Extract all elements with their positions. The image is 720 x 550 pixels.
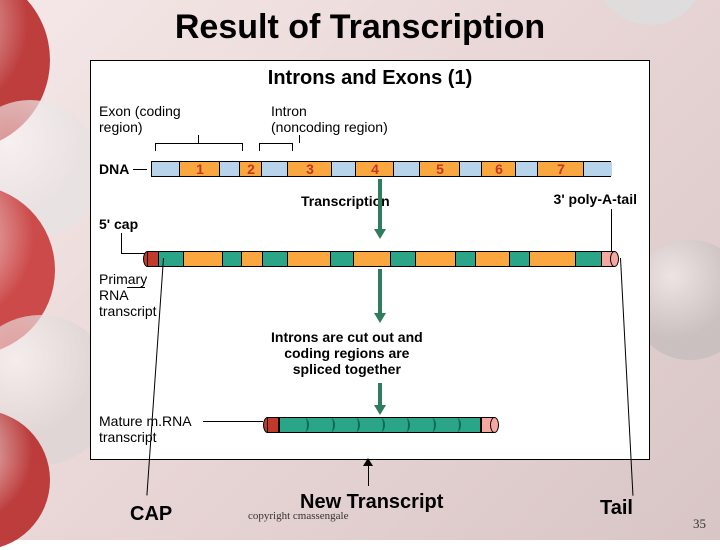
dna-leader [133,169,147,170]
label-dna: DNA [99,161,129,177]
exon-bracket [155,143,243,151]
primary-leader [127,287,145,288]
page-number: 35 [693,516,706,532]
splice-arrow-head [374,313,386,323]
diagram-title: Introns and Exons (1) [91,67,649,90]
splice2-arrow-head [374,405,386,415]
label-exon: Exon (coding region) [99,103,181,135]
splice-arrow-stem [378,269,382,313]
page-title: Result of Transcription [0,8,720,47]
label-splice: Introns are cut out and coding regions a… [271,329,423,377]
overlay-tail: Tail [600,497,633,520]
mature-leader [203,421,263,422]
label-3tail: 3' poly-A-tail [554,191,637,207]
splice2-arrow-stem [378,383,382,405]
exon-bracket-stem [198,135,199,143]
transcription-arrow-head [374,229,386,239]
new-transcript-line [368,466,369,486]
intron-bracket [259,143,293,151]
label-5cap: 5' cap [99,216,138,232]
mature-mrna-bar [267,417,495,433]
label-transcription: Transcription [301,193,390,209]
transcription-arrow-stem [378,179,382,229]
overlay-cap: CAP [130,503,172,526]
label-mature: Mature m.RNA transcript [99,413,192,445]
primary-rna-bar [147,251,615,267]
label-intron: Intron (noncoding region) [271,103,388,135]
new-transcript-arrow [363,458,373,466]
label-primary: Primary RNA transcript [99,271,157,319]
intron-bracket-stem [299,135,300,143]
dna-bar: 1234567 [151,161,611,177]
diagram-panel: Introns and Exons (1) Exon (coding regio… [90,60,650,460]
tail3-leader-v [611,209,612,253]
copyright-text: copyright cmassengale [248,510,349,522]
cap5-leader-v [121,233,122,253]
